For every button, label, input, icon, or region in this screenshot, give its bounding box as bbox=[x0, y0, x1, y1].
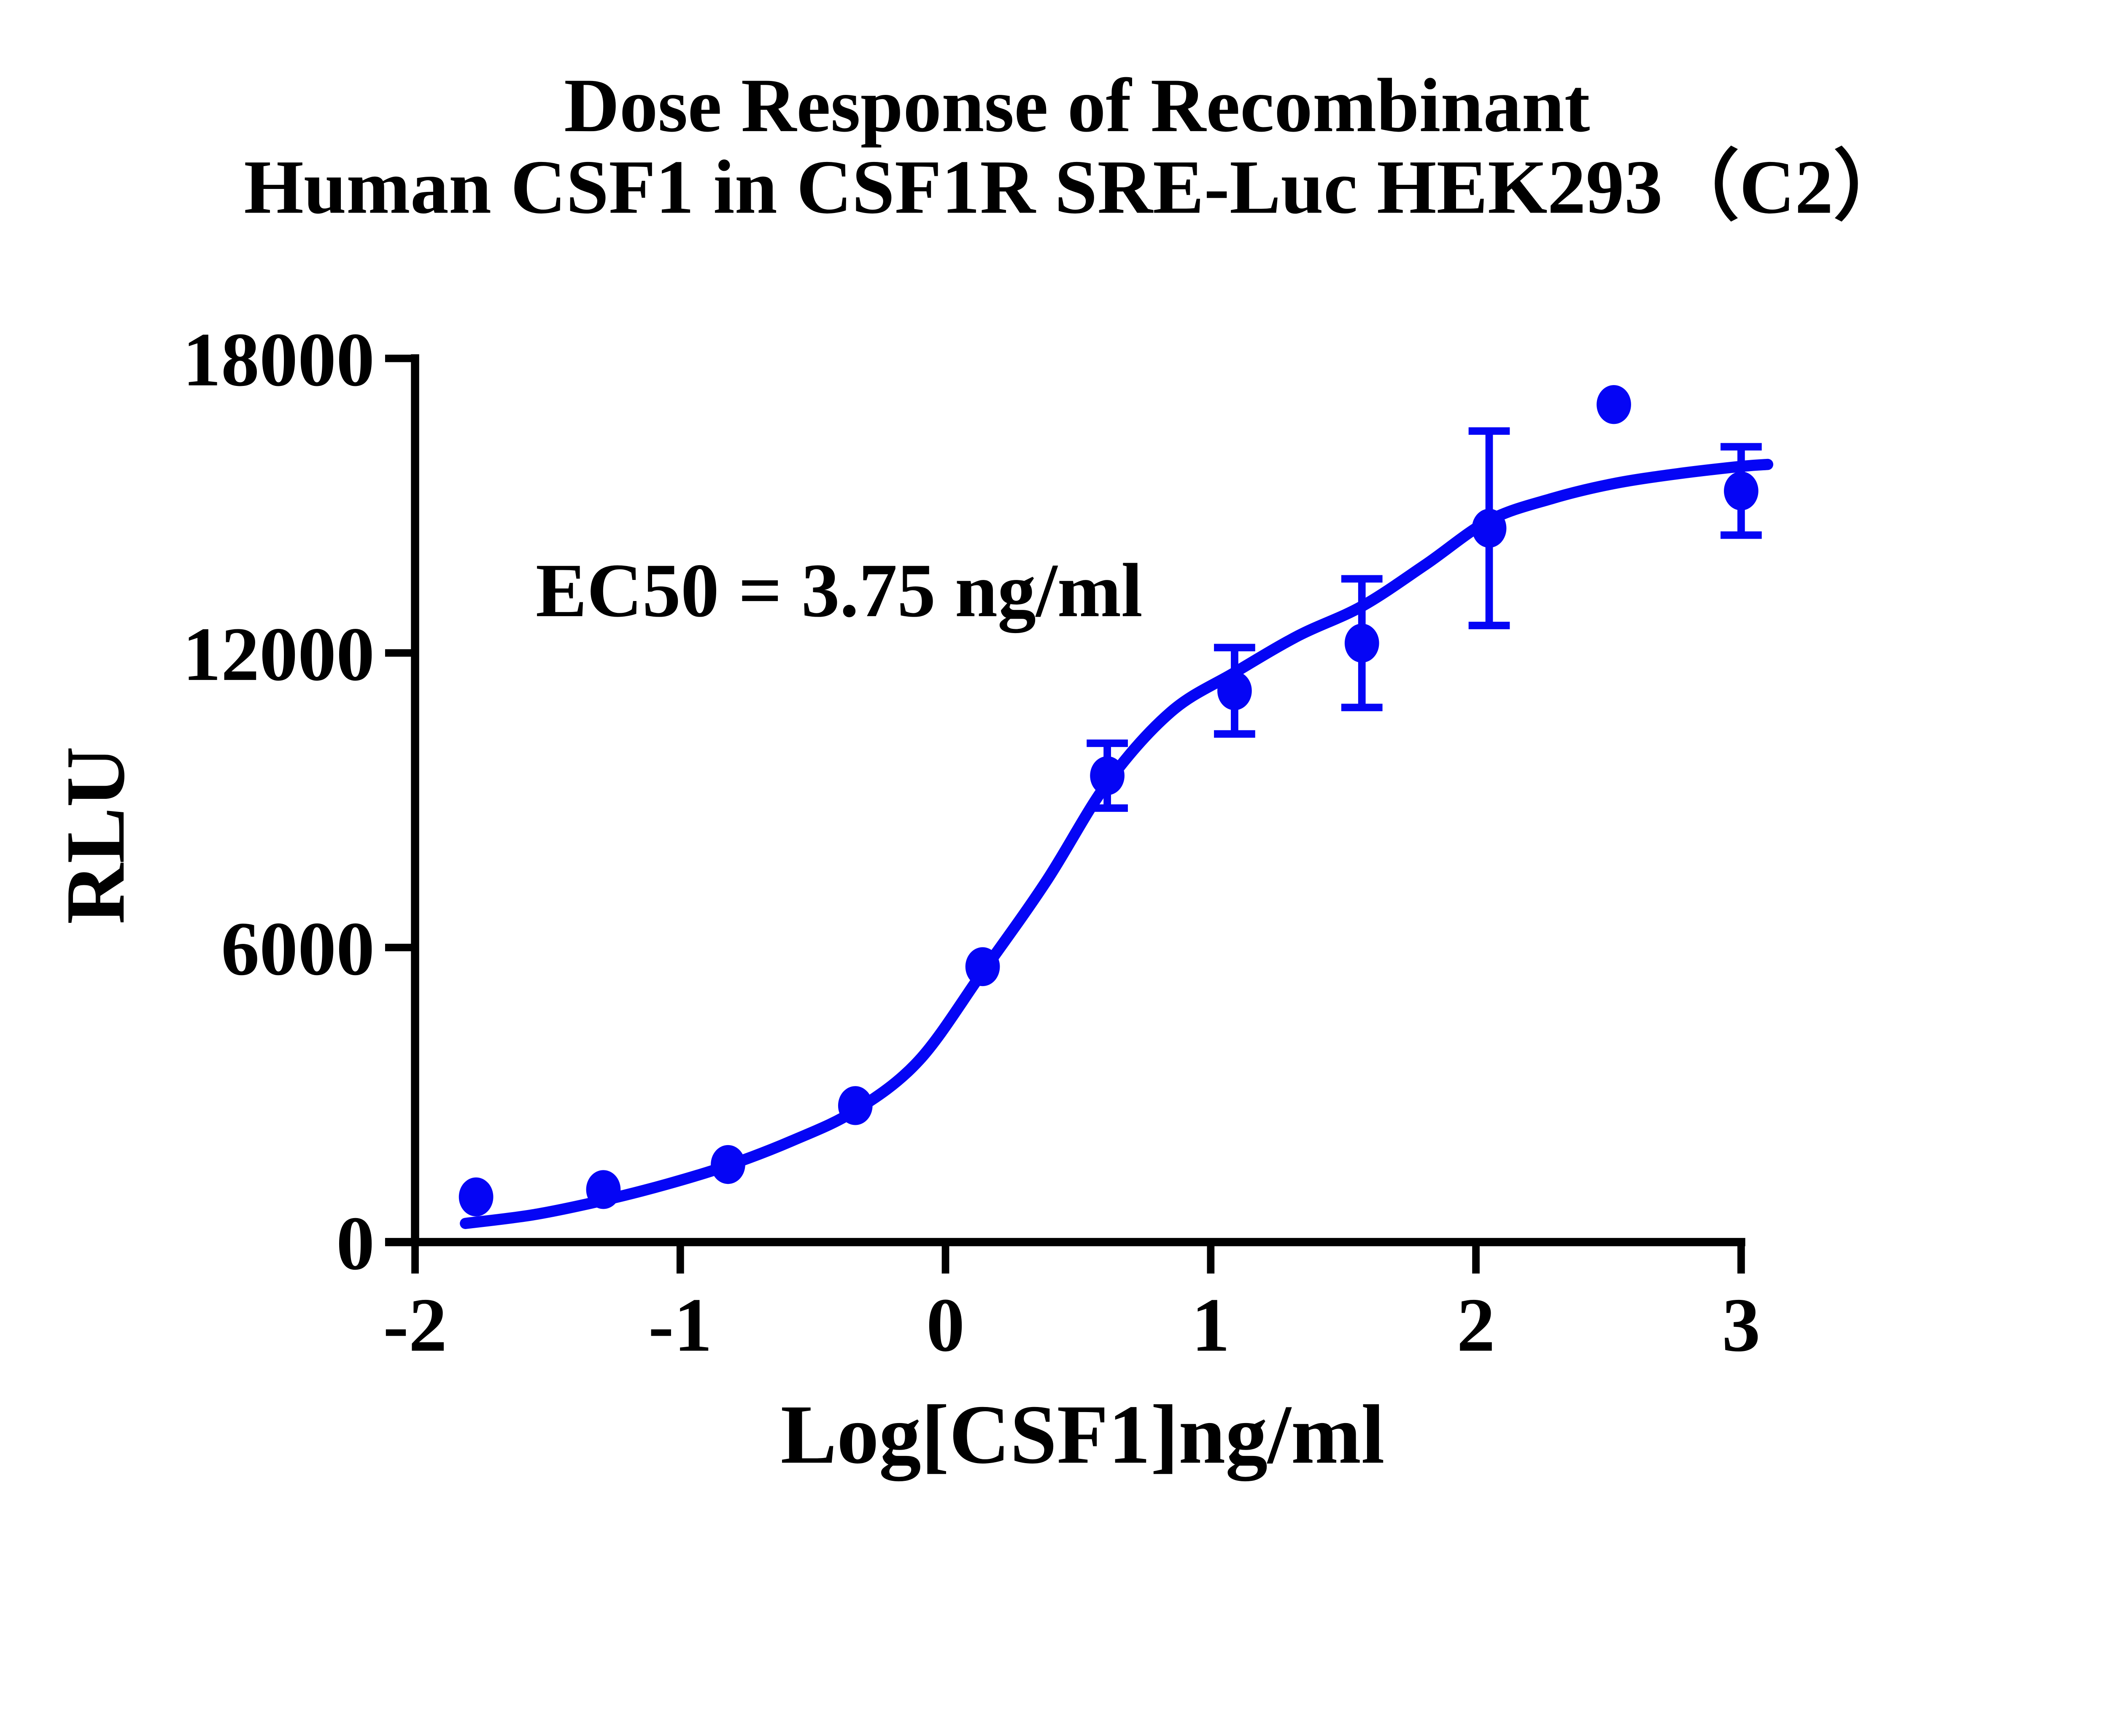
y-axis-label: RLU bbox=[49, 747, 142, 925]
y-tick-label: 0 bbox=[336, 1201, 375, 1286]
data-point bbox=[1217, 671, 1252, 710]
x-tick-label: 2 bbox=[1457, 1283, 1495, 1367]
data-point bbox=[1724, 471, 1758, 511]
data-point bbox=[458, 1177, 494, 1217]
data-point bbox=[1090, 756, 1125, 795]
data-point bbox=[586, 1170, 621, 1209]
y-tick-label: 6000 bbox=[221, 906, 375, 991]
axes bbox=[385, 354, 1745, 1246]
chart-title-line1: Dose Response of Recombinant bbox=[564, 63, 1590, 148]
ec50-annotation: EC50 = 3.75 ng/ml bbox=[536, 548, 1143, 633]
data-point bbox=[965, 947, 1000, 987]
y-tick-label: 12000 bbox=[183, 612, 375, 697]
data-point bbox=[1344, 623, 1379, 663]
data-point bbox=[1597, 385, 1631, 424]
x-tick-label: -2 bbox=[383, 1283, 447, 1367]
dose-response-chart: Dose Response of Recombinant Human CSF1 … bbox=[49, 63, 1910, 1482]
chart-title-line2: Human CSF1 in CSF1R SRE-Luc HEK293（C2） bbox=[244, 145, 1910, 229]
x-tick-label: -1 bbox=[648, 1283, 712, 1367]
chart-figure: Dose Response of Recombinant Human CSF1 … bbox=[49, 63, 1910, 1482]
data-point bbox=[711, 1145, 745, 1184]
x-tick-label: 0 bbox=[926, 1283, 965, 1367]
error-bars bbox=[1087, 427, 1762, 812]
x-tick-label: 3 bbox=[1722, 1283, 1760, 1367]
x-axis-label: Log[CSF1]ng/ml bbox=[781, 1388, 1385, 1481]
axis-tick-labels: 0 6000 12000 18000 -2 -1 0 1 2 3 bbox=[183, 318, 1760, 1368]
data-point bbox=[838, 1086, 873, 1125]
axis-ticks bbox=[385, 354, 1745, 1274]
y-tick-label: 18000 bbox=[183, 318, 375, 402]
x-tick-label: 1 bbox=[1192, 1283, 1230, 1367]
data-points bbox=[458, 385, 1758, 1217]
data-point bbox=[1472, 509, 1507, 548]
